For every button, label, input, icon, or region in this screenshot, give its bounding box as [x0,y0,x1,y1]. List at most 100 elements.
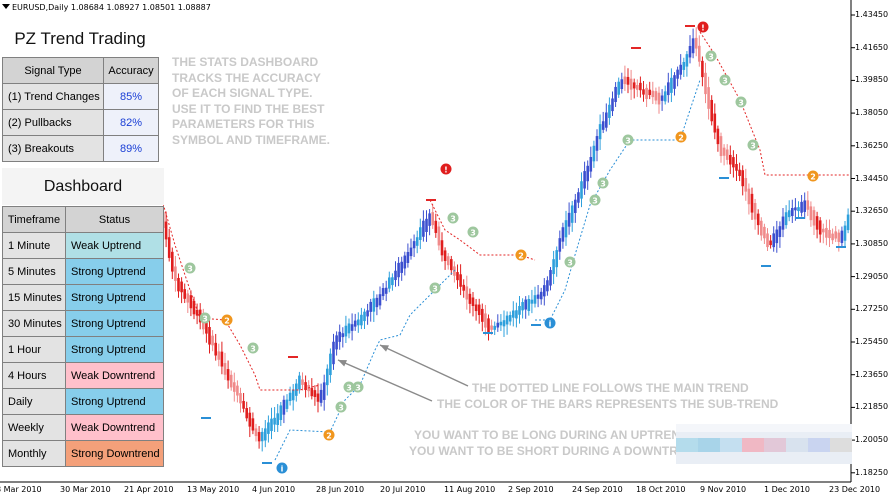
candle-body [403,255,407,269]
candle-body [295,383,298,396]
candle-body [394,270,397,281]
candle-body [794,207,797,211]
candle-body [676,69,679,79]
candle-body [229,374,233,388]
breakout-signal-icon [352,381,364,393]
candle-body [539,291,543,300]
candle-body [508,315,512,322]
date-label: 30 Mar 2010 [60,485,111,494]
price-label: 1.41650 [855,42,889,52]
timeframe-header: Timeframe [2,206,66,233]
stats-note-line: OF EACH SIGNAL TYPE. [172,86,313,100]
candle-body [744,178,748,192]
candle-body [425,218,428,232]
candle-body [366,310,369,317]
candle-body [471,297,475,306]
breakout-signal-icon-label: 3 [738,98,744,107]
trend-change-up-icon-label: i [281,464,284,473]
breakout-signal-icon-label: 3 [338,403,344,412]
candle-body [437,226,441,246]
timeframe-cell: 5 Minutes [2,258,66,285]
price-label: 1.25450 [855,337,889,346]
candle-body [291,389,295,401]
breakout-signal-icon-label: 3 [187,264,193,273]
candle-body [465,286,469,300]
candle-body [546,280,549,292]
date-label: 13 May 2010 [187,485,240,494]
candle-body [273,417,276,425]
candle-body [211,335,214,346]
candle-body [679,64,682,75]
candle-body [487,318,490,334]
timeframe-cell: Weekly [2,414,66,441]
candle-body [707,87,710,109]
candle-body [543,285,546,297]
candle-body [645,87,648,99]
candle-body [319,389,323,403]
candle-body [654,91,658,101]
candle-body [357,319,360,326]
candle-body [837,232,841,242]
candle-body [282,399,286,415]
annotation-arrow-head [338,360,347,367]
accuracy-value: 89% [103,135,159,162]
candle-body [434,220,438,233]
candle-body [236,385,239,396]
status-cell: Weak Downtrend [65,414,164,441]
candle-body [732,157,735,168]
candle-body [341,333,345,338]
trend-line-note: THE DOTTED LINE FOLLOWS THE MAIN TREND [472,381,749,395]
candle-body [316,393,320,402]
date-label: 28 Jun 2010 [316,485,365,494]
breakout-signal-icon-label: 3 [750,141,756,150]
candle-body [350,324,354,331]
candle-body [477,304,481,316]
candle-body [803,200,806,212]
candle-body [831,233,834,241]
breakout-signal-icon [429,282,441,294]
pixelated-mosaic [676,424,852,464]
candle-body [481,308,484,322]
candle-body [208,326,211,345]
candle-body [614,86,617,103]
symbol-header: EURUSD,Daily 1.08684 1.08927 1.08501 1.0… [2,3,211,12]
candle-body [781,216,785,230]
candle-body [177,277,180,292]
price-label: 1.27250 [855,304,889,314]
candle-body [279,405,283,421]
candle-body [530,299,534,304]
candle-body [431,212,434,226]
timeframe-cell: 30 Minutes [2,310,66,337]
breakout-signal-icon-label: 3 [470,228,476,237]
date-label: 9 Nov 2010 [700,485,747,494]
candle-body [753,203,757,220]
symbol-title: EURUSD,Daily 1.08684 1.08927 1.08501 1.0… [12,3,211,12]
candle-body [574,199,577,213]
status-cell: Strong Downtrend [65,440,164,467]
candle-body [583,171,586,189]
candle-body [515,310,518,319]
main-trend-line-down [699,31,850,176]
signal-type-cell: (1) Trend Changes [2,83,104,110]
candle-body [397,262,400,278]
breakout-signal-icon-label: 3 [432,284,438,293]
candle-body [667,82,670,96]
status-cell: Strong Uptrend [65,388,164,415]
candle-body [738,169,741,176]
candle-body [428,213,431,226]
breakout-signal-icon-label: 3 [722,76,728,85]
candle-body [648,89,651,96]
candle-body [657,92,661,105]
candle-body [756,213,760,226]
candle-body [189,295,193,309]
accuracy-table: Signal Type Accuracy (1) Trend Changes 85%… [2,57,159,162]
candle-body [772,233,775,248]
breakout-signal-icon [247,342,259,354]
dropdown-triangle-icon[interactable] [2,4,10,9]
candle-body [840,230,844,243]
bar-color-note: THE COLOR OF THE BARS REPRESENTS THE SUB… [437,397,779,411]
candle-body [251,418,255,431]
breakout-signal-icon [447,212,459,224]
candle-body [843,225,847,241]
